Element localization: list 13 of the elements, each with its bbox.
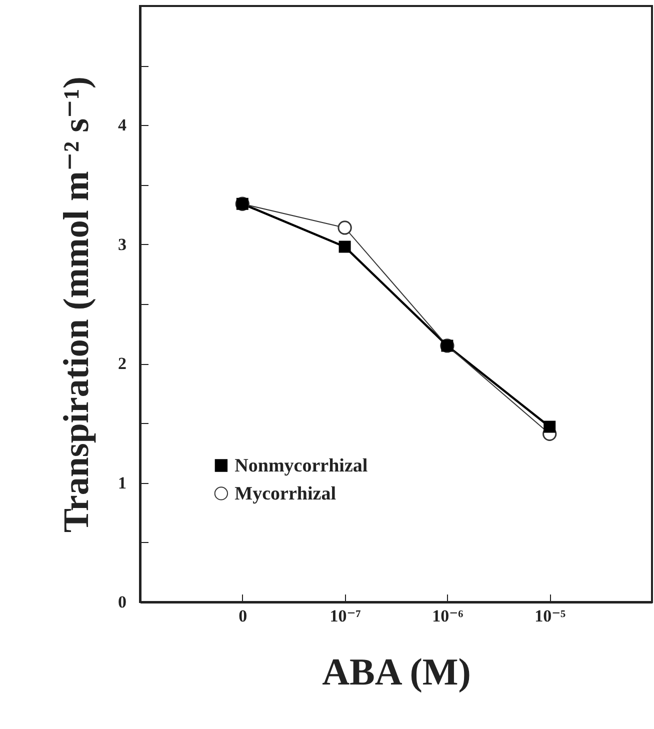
y-tick-label: 4 [118, 116, 127, 135]
y-tick-label: 1 [118, 473, 126, 492]
y-tick-label: 3 [118, 234, 126, 254]
x-tick-label: 10⁻⁵ [534, 606, 566, 626]
legend-label: Nonmycorrhizal [234, 455, 368, 476]
x-tick-label: 10⁻⁷ [330, 606, 361, 626]
legend-label: Mycorrhizal [234, 483, 336, 504]
x-tick-label: 10⁻⁶ [432, 606, 464, 626]
x-tick-label: 0 [238, 606, 248, 626]
y-axis-title: Transpiration (mmol m⁻² s⁻¹) [56, 76, 96, 532]
y-tick-label: 0 [118, 592, 126, 612]
y-tick-label: 2 [118, 354, 126, 374]
x-axis-title: ABA (M) [322, 652, 471, 694]
